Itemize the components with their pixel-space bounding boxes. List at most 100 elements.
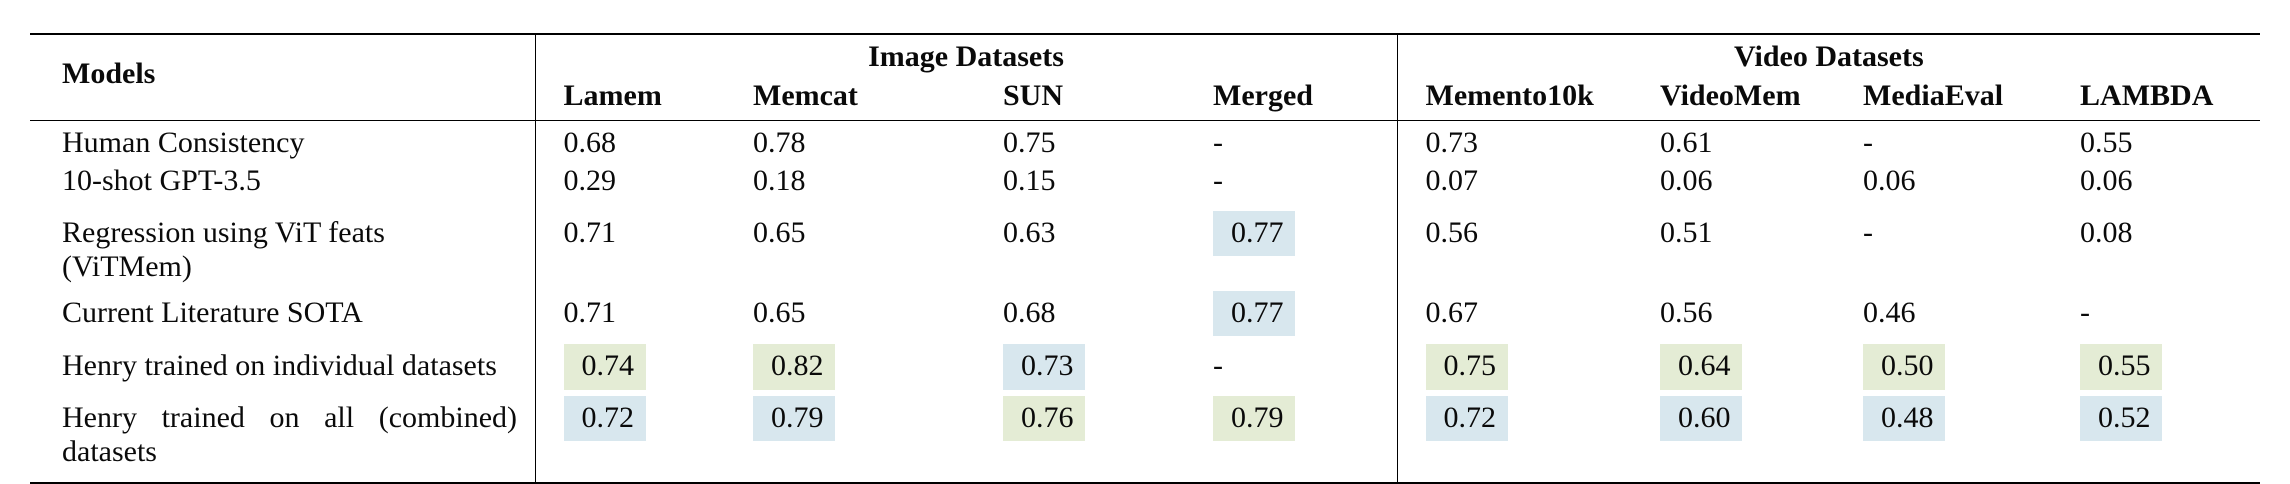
value-cell: 0.65 — [753, 295, 806, 329]
column-header-lamem: Lamem — [535, 79, 725, 121]
value-cell: 0.76 — [975, 394, 1185, 483]
column-header-merged: Merged — [1185, 79, 1398, 121]
value-cell: 0.48 — [1835, 394, 2052, 483]
value-cell: 0.51 — [1660, 215, 1713, 249]
model-label-cell: Current Literature SOTA — [30, 288, 536, 340]
value-cell: 0.73 — [1396, 120, 1633, 162]
value-cell: 0.07 — [1396, 162, 1633, 207]
value-cell: - — [1213, 125, 1223, 159]
highlight-badge-blue: 0.60 — [1660, 395, 1743, 441]
model-label-cell: Henry trained on individual datasets — [30, 340, 536, 394]
value-cell: 0.56 — [1660, 295, 1713, 329]
value-cell: 0.72 — [535, 394, 725, 483]
value-cell: 0.68 — [563, 125, 617, 159]
value-cell: 0.61 — [1660, 125, 1713, 159]
highlight-badge-blue: 0.72 — [563, 395, 646, 441]
highlight-badge-green: 0.82 — [753, 344, 835, 390]
highlight-badge-blue: 0.48 — [1863, 395, 1946, 441]
highlight-badge-blue: 0.77 — [1213, 290, 1295, 336]
value-cell: - — [1863, 215, 1874, 249]
value-cell: 0.67 — [1396, 288, 1633, 340]
value-cell: 0.77 — [1185, 207, 1397, 289]
value-cell: - — [1213, 164, 1223, 197]
value-cell: 0.77 — [1185, 289, 1397, 341]
value-cell: 0.56 — [1396, 206, 1633, 289]
value-cell: 0.65 — [753, 215, 806, 249]
highlight-badge-blue: 0.77 — [1213, 210, 1295, 256]
highlight-badge-green: 0.75 — [1425, 344, 1508, 390]
value-cell: 0.18 — [753, 164, 806, 197]
table-row: Regression using ViT feats (ViTMem) 0.71 0… — [30, 206, 2260, 289]
value-cell: 0.73 — [975, 340, 1185, 394]
model-label-cell: Regression using ViT feats (ViTMem) — [30, 206, 536, 289]
column-header-mediaeval: MediaEval — [1835, 79, 2053, 121]
value-cell: 0.71 — [563, 295, 617, 329]
value-cell: 0.15 — [1003, 164, 1056, 197]
model-label: Henry trained on all (combined) datasets — [62, 400, 517, 469]
model-label: Regression using ViT feats (ViTMem) — [62, 215, 385, 284]
value-cell: 0.79 — [725, 394, 975, 483]
model-label-cell: Henry trained on all (combined) datasets — [30, 393, 536, 483]
column-header-row: Lamem Memcat SUN Merged Memento10k Video… — [30, 79, 2261, 121]
highlight-badge-green: 0.50 — [1863, 344, 1946, 390]
value-cell: 0.79 — [1185, 394, 1397, 483]
value-cell: 0.52 — [2052, 394, 2260, 483]
column-header-memcat: Memcat — [725, 79, 975, 121]
model-label: Current Literature SOTA — [62, 295, 363, 329]
table-row: Henry trained on individual datasets 0.74… — [30, 340, 2260, 394]
group-header-row: Models Image Datasets Video Datasets — [30, 34, 2261, 121]
results-table: Models Image Datasets Video Datasets Lam… — [30, 33, 2261, 484]
value-cell: 0.06 — [1863, 164, 1916, 197]
value-cell: 0.63 — [1003, 215, 1056, 249]
value-cell: - — [2080, 295, 2091, 329]
value-cell: 0.06 — [2080, 164, 2133, 197]
value-cell: 0.06 — [1660, 164, 1713, 197]
column-header-lambda: LAMBDA — [2052, 79, 2261, 121]
highlight-badge-green: 0.55 — [2080, 344, 2163, 390]
value-cell: 0.71 — [563, 215, 617, 249]
value-cell: 0.82 — [725, 340, 975, 394]
value-cell: 0.50 — [1835, 340, 2052, 394]
models-header: Models — [30, 34, 536, 121]
group-header-video-datasets: Video Datasets — [1396, 34, 2261, 79]
highlight-badge-green: 0.79 — [1213, 395, 1295, 441]
model-label: Human Consistency — [62, 125, 305, 159]
table-row: 10-shot GPT-3.5 0.29 0.18 0.15 - 0.07 0.06 0.06… — [30, 162, 2260, 207]
highlight-badge-blue: 0.72 — [1425, 395, 1508, 441]
highlight-badge-green: 0.74 — [563, 344, 646, 390]
table-row: Human Consistency 0.68 0.78 0.75 - 0.73 0.61 - 0… — [30, 120, 2260, 162]
value-cell: - — [1213, 349, 1223, 382]
value-cell: 0.75 — [1003, 125, 1056, 159]
group-header-image-datasets: Image Datasets — [868, 40, 1064, 73]
value-cell: 0.55 — [2080, 125, 2133, 159]
value-cell: 0.74 — [535, 340, 725, 394]
highlight-badge-blue: 0.73 — [1003, 344, 1085, 390]
model-label-cell: Human Consistency — [30, 120, 536, 162]
table-row: Henry trained on all (combined) datasets… — [30, 393, 2260, 483]
value-cell: - — [1863, 125, 1874, 159]
value-cell: 0.72 — [1396, 393, 1633, 483]
table-header: Models Image Datasets Video Datasets Lam… — [30, 34, 2261, 121]
highlight-badge-blue: 0.79 — [753, 395, 835, 441]
model-label: 10-shot GPT-3.5 — [62, 164, 261, 197]
value-cell: 0.78 — [753, 125, 806, 159]
highlight-badge-blue: 0.52 — [2080, 395, 2163, 441]
value-cell: 0.46 — [1863, 295, 1916, 329]
value-cell: 0.29 — [563, 164, 617, 197]
highlight-badge-green: 0.76 — [1003, 395, 1085, 441]
table-row: Current Literature SOTA 0.71 0.65 0.68 0.77 0… — [30, 288, 2260, 341]
column-header-memento10k: Memento10k — [1396, 79, 1633, 121]
column-header-videomem: VideoMem — [1632, 79, 1836, 121]
results-table-wrapper: Models Image Datasets Video Datasets Lam… — [30, 33, 2261, 484]
model-label: Henry trained on individual datasets — [62, 349, 497, 382]
value-cell: 0.08 — [2080, 215, 2133, 249]
column-header-sun: SUN — [975, 79, 1185, 121]
value-cell: 0.75 — [1396, 340, 1633, 394]
model-label-cell: 10-shot GPT-3.5 — [30, 162, 536, 207]
value-cell: 0.68 — [1003, 295, 1056, 329]
highlight-badge-green: 0.64 — [1660, 344, 1743, 390]
value-cell: 0.55 — [2052, 340, 2260, 394]
value-cell: 0.60 — [1632, 394, 1835, 483]
value-cell: 0.64 — [1632, 340, 1835, 394]
table-body: Human Consistency 0.68 0.78 0.75 - 0.73 0.61 - 0… — [30, 120, 2260, 483]
